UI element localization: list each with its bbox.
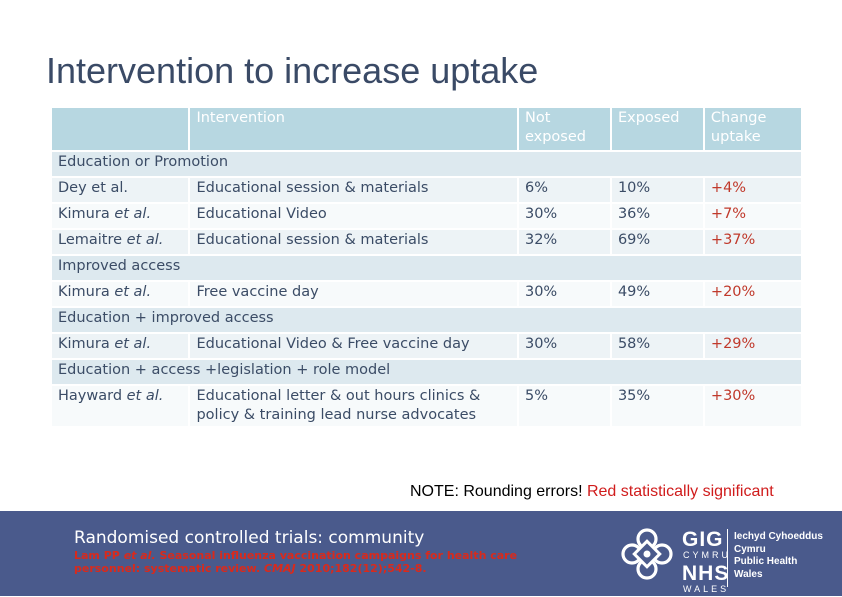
column-header-study: [52, 108, 189, 150]
study-et-al: et al.: [114, 336, 152, 352]
table-row: Kimura et al. Educational Video & Free va…: [52, 334, 801, 358]
section-label: Improved access: [52, 256, 801, 280]
study-author: Dey: [58, 180, 87, 196]
section-label: Education + improved access: [52, 308, 801, 332]
study-author: Lemaitre: [58, 232, 123, 248]
intervention-cell: Educational letter & out hours clinics &…: [190, 386, 517, 426]
intervention-cell: Educational Video: [190, 204, 517, 228]
section-row: Education + improved access: [52, 308, 801, 332]
exposed-cell: 10%: [611, 178, 703, 202]
footer-title: Randomised controlled trials: community: [74, 528, 425, 548]
study-et-al: et al.: [114, 284, 152, 300]
not-exposed-cell: 6%: [518, 178, 610, 202]
not-exposed-cell: 30%: [518, 204, 610, 228]
note: NOTE: Rounding errors! Red statistically…: [410, 483, 774, 501]
table-row: Kimura et al. Free vaccine day 30% 49% +20%: [52, 282, 801, 306]
column-header-intervention: Intervention: [190, 108, 517, 150]
section-row: Education + access +legislation + role m…: [52, 360, 801, 384]
intervention-cell: Educational Video & Free vaccine day: [190, 334, 517, 358]
section-row: Improved access: [52, 256, 801, 280]
org-name: Iechyd Cyhoeddus Cymru Public Health Wal…: [734, 531, 823, 581]
study-cell: Hayward et al.: [52, 386, 189, 426]
column-header-not-exposed: Not exposed: [518, 108, 610, 150]
table-header-row: Intervention Not exposed Exposed Change …: [52, 108, 801, 150]
logo-cymru: CYMRU: [683, 550, 731, 560]
reference-title: Seasonal influenza vaccination campaigns…: [74, 549, 518, 575]
results-table: Intervention Not exposed Exposed Change …: [50, 106, 803, 428]
study-cell: Kimura et al.: [52, 282, 189, 306]
section-label: Education + access +legislation + role m…: [52, 360, 801, 384]
intervention-cell: Free vaccine day: [190, 282, 517, 306]
logo-wales: WALES: [683, 584, 730, 594]
study-author: Kimura: [58, 206, 110, 222]
study-cell: Kimura et al.: [52, 334, 189, 358]
org-name-line-2: Cymru: [734, 543, 766, 555]
logo-gig: GIG: [682, 528, 724, 551]
footer-banner: Randomised controlled trials: community …: [0, 511, 842, 596]
change-uptake-cell: +29%: [704, 334, 801, 358]
study-author: Kimura: [58, 284, 110, 300]
section-label: Education or Promotion: [52, 152, 801, 176]
page-title: Intervention to increase uptake: [46, 50, 539, 91]
not-exposed-cell: 32%: [518, 230, 610, 254]
table-row: Dey et al. Educational session & material…: [52, 178, 801, 202]
change-uptake-cell: +37%: [704, 230, 801, 254]
footer-reference: Lam PP et al. Seasonal influenza vaccina…: [74, 549, 574, 575]
change-uptake-cell: +20%: [704, 282, 801, 306]
logo-nhs: NHS: [682, 562, 730, 585]
study-cell: Kimura et al.: [52, 204, 189, 228]
org-name-line-3: Public Health: [734, 556, 798, 567]
exposed-cell: 58%: [611, 334, 703, 358]
reference-authors: Lam PP: [74, 549, 120, 562]
reference-et-al: et al.: [123, 549, 156, 562]
study-et-al: et al.: [91, 180, 129, 196]
note-prefix: NOTE: Rounding errors!: [410, 483, 583, 500]
not-exposed-cell: 5%: [518, 386, 610, 426]
celtic-knot-icon: [621, 528, 673, 580]
note-significant: Red statistically significant: [586, 483, 774, 500]
logo-divider: [727, 529, 728, 587]
reference-citation: 2010;182(12);542-8.: [299, 562, 427, 575]
change-uptake-cell: +7%: [704, 204, 801, 228]
intervention-cell: Educational session & materials: [190, 230, 517, 254]
study-et-al: et al.: [126, 388, 164, 404]
study-author: Hayward: [58, 388, 123, 404]
nhs-wales-wordmark: GIG CYMRU NHS WALES: [682, 529, 731, 597]
exposed-cell: 36%: [611, 204, 703, 228]
study-et-al: et al.: [126, 232, 164, 248]
exposed-cell: 35%: [611, 386, 703, 426]
reference-journal: CMAJ: [264, 562, 296, 575]
change-uptake-cell: +4%: [704, 178, 801, 202]
section-row: Education or Promotion: [52, 152, 801, 176]
exposed-cell: 69%: [611, 230, 703, 254]
table-body: Education or Promotion Dey et al. Educatio…: [52, 152, 801, 426]
table-row: Hayward et al. Educational letter & out h…: [52, 386, 801, 426]
study-et-al: et al.: [114, 206, 152, 222]
org-name-line-4: Wales: [734, 568, 763, 580]
column-header-exposed: Exposed: [611, 108, 703, 150]
not-exposed-cell: 30%: [518, 282, 610, 306]
change-uptake-cell: +30%: [704, 386, 801, 426]
exposed-cell: 49%: [611, 282, 703, 306]
not-exposed-cell: 30%: [518, 334, 610, 358]
org-name-line-1: Iechyd Cyhoeddus: [734, 531, 823, 542]
table-row: Kimura et al. Educational Video 30% 36% +7%: [52, 204, 801, 228]
intervention-cell: Educational session & materials: [190, 178, 517, 202]
study-cell: Dey et al.: [52, 178, 189, 202]
study-cell: Lemaitre et al.: [52, 230, 189, 254]
study-author: Kimura: [58, 336, 110, 352]
column-header-change-uptake: Change uptake: [704, 108, 801, 150]
table-row: Lemaitre et al. Educational session & mat…: [52, 230, 801, 254]
